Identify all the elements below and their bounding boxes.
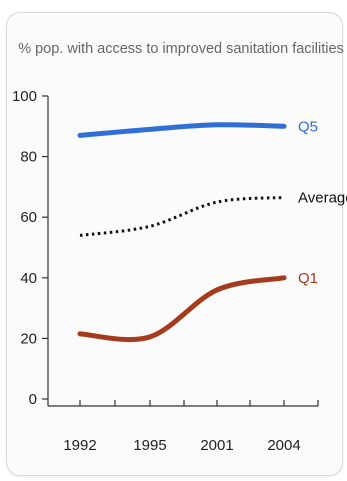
y-tick-label: 100 [12,88,37,105]
series-label: Average [298,190,347,207]
x-tick-label: 2004 [267,437,300,454]
series-group: Q5 Average Q1 [77,118,347,343]
x-tick-label: 1992 [63,437,96,454]
y-tick-label: 40 [20,270,37,287]
y-tick-label: 80 [20,149,37,166]
y-tick-label: 60 [20,209,37,226]
y-tick-label: 0 [29,391,37,408]
series-line-q1 [77,275,287,343]
chart-card [6,12,343,476]
x-tick-label: 1995 [133,437,166,454]
y-tick-label: 20 [20,330,37,347]
chart-title: % pop. with access to improved sanitatio… [18,41,344,57]
x-tick-label: 2001 [200,437,233,454]
series-line-average [79,196,285,237]
series-label: Q1 [298,270,318,287]
axes: 0 20 40 60 80 100 1992 1995 2001 2004 [12,88,319,454]
series-label: Q5 [298,118,318,135]
series-line-q5 [77,122,287,138]
